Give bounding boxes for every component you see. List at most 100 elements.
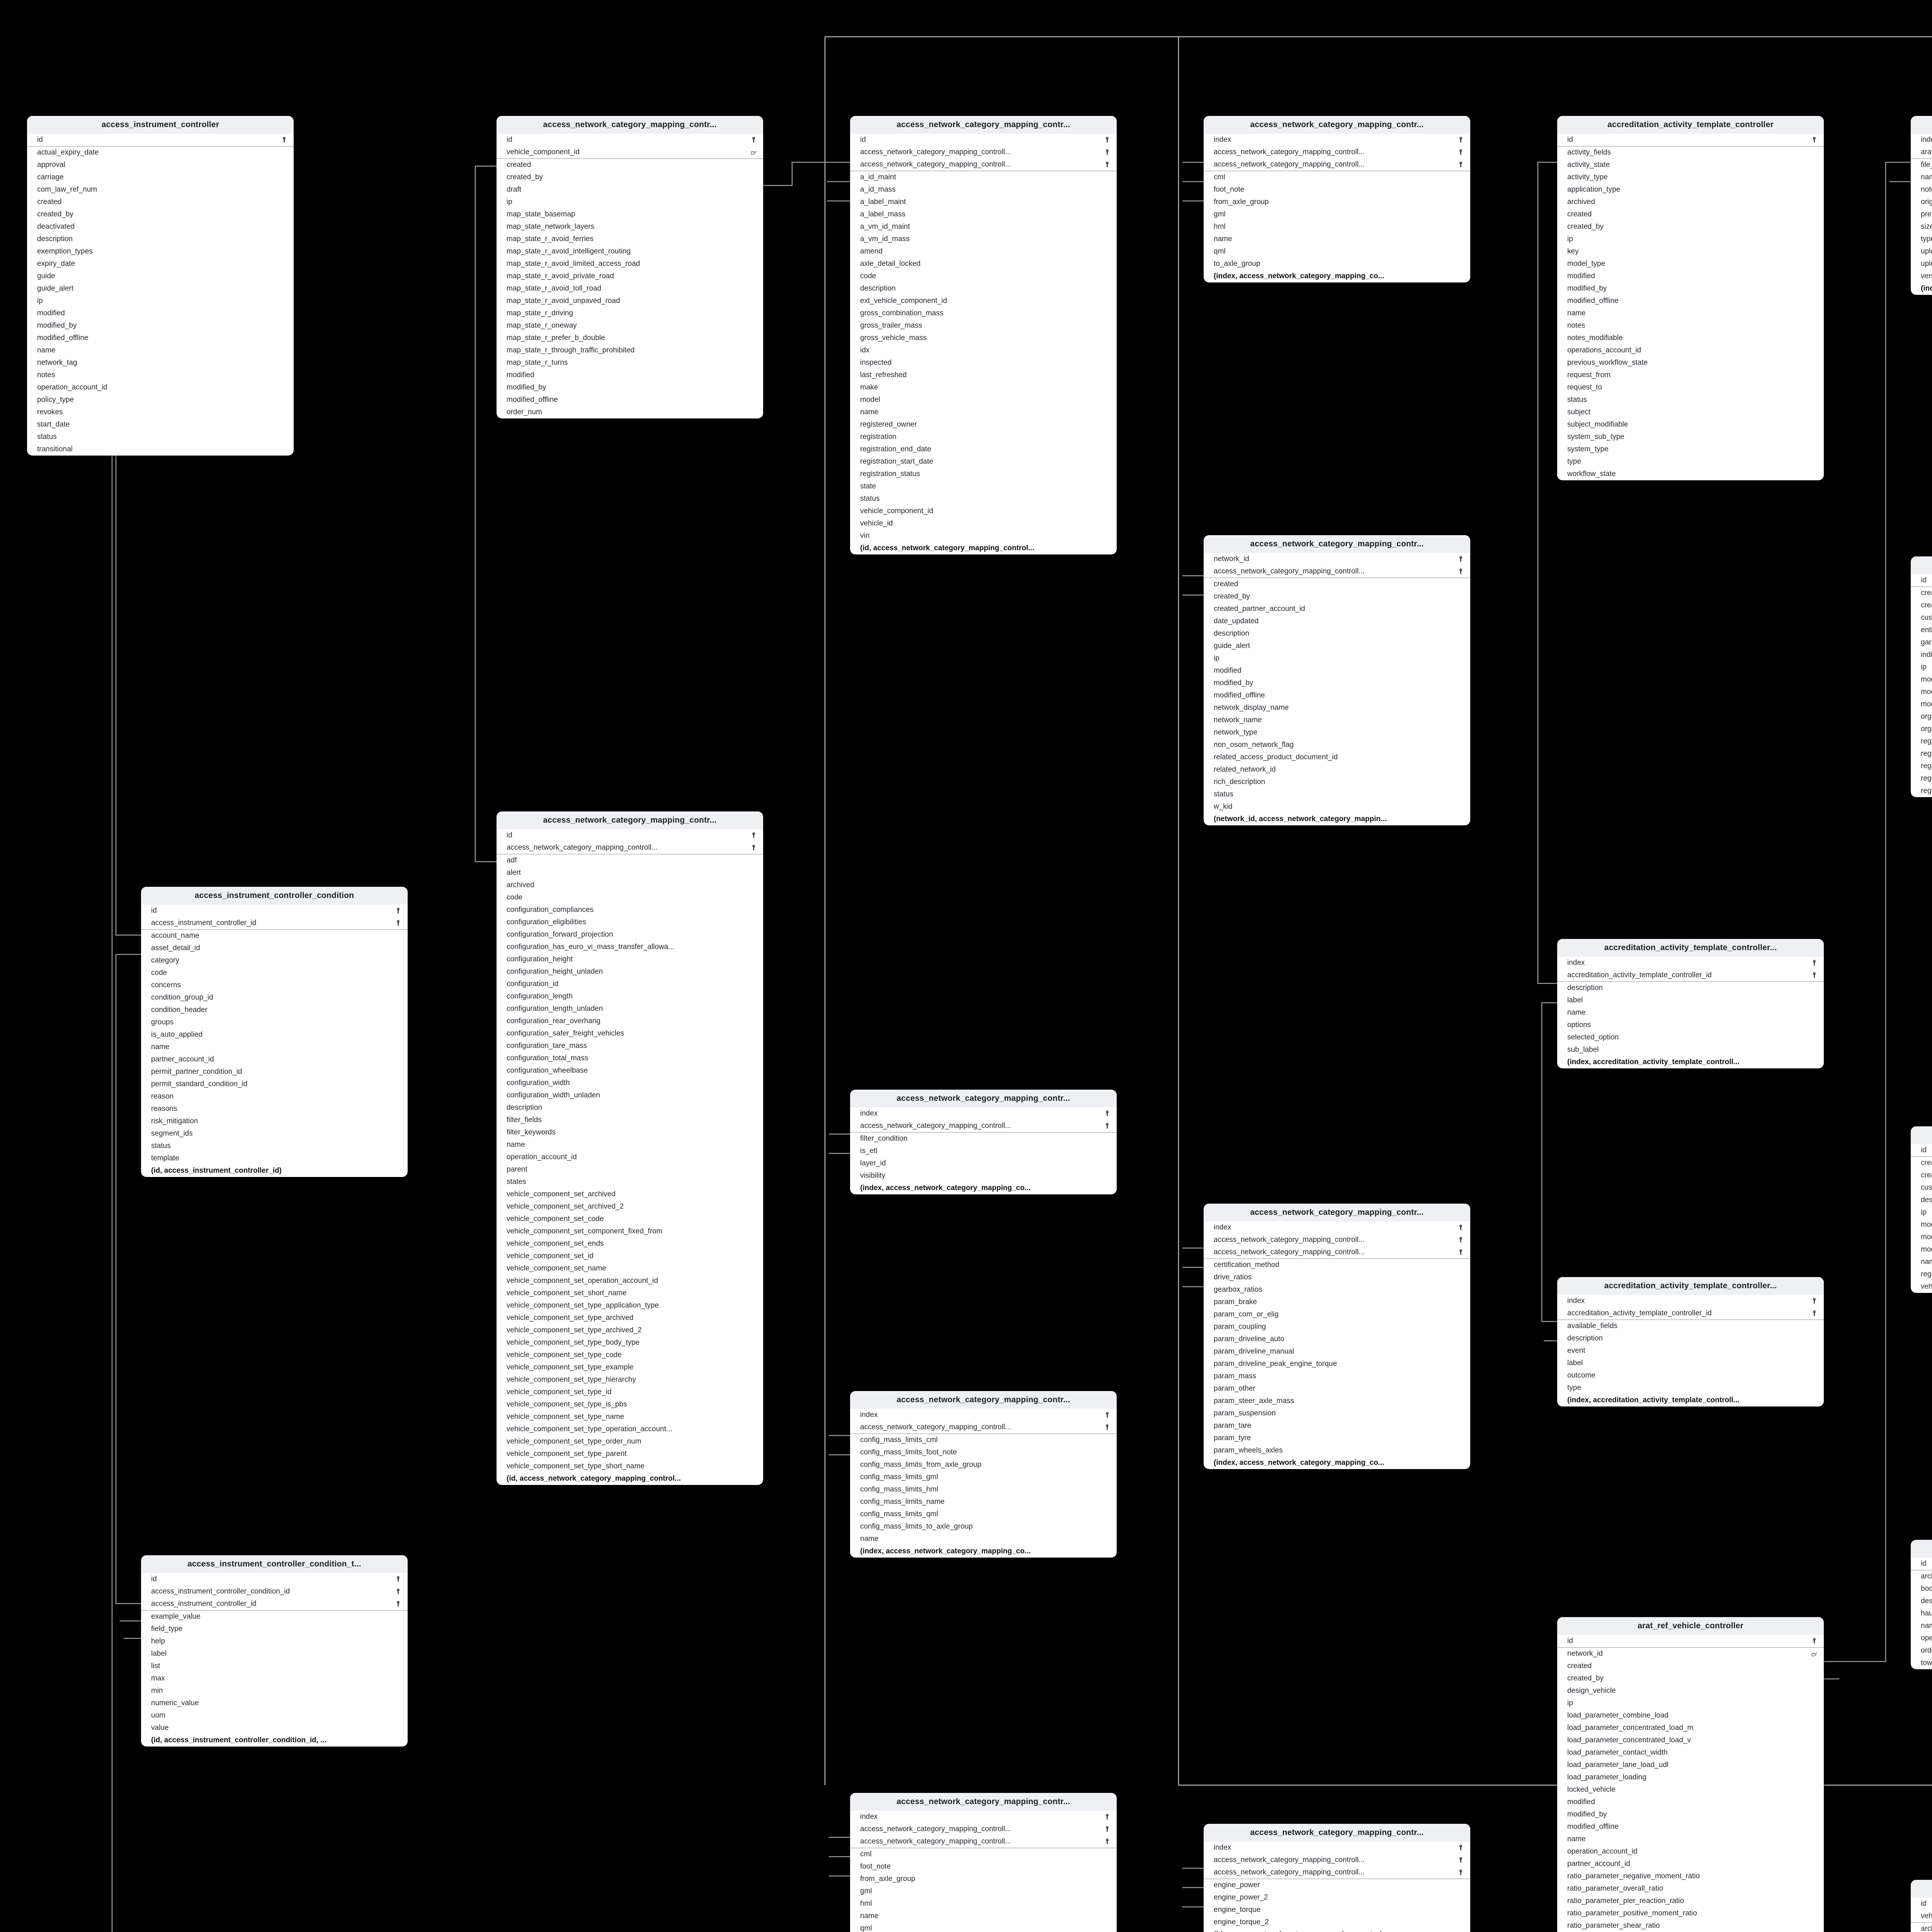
table-field-row[interactable]: load_parameter_concentrated_load_v — [1557, 1734, 1824, 1747]
table-field-row[interactable]: network_name — [1204, 714, 1470, 726]
table-field-row[interactable]: uom — [141, 1709, 408, 1722]
table-field-row[interactable]: param_other — [1204, 1383, 1470, 1395]
table-field-row[interactable]: vehicle_component_set_code — [497, 1213, 763, 1225]
table-field-row[interactable]: risk_mitigation — [141, 1115, 408, 1128]
table-field-row[interactable]: modified — [1204, 665, 1470, 677]
table-key-row[interactable]: id — [1911, 1144, 1932, 1156]
table-field-row[interactable]: ratio_parameter_overall_ratio — [1557, 1883, 1824, 1895]
table-field-row[interactable]: name — [1204, 233, 1470, 245]
table-field-row[interactable]: network_tag — [27, 357, 294, 369]
table-key-row[interactable]: access_network_category_mapping_controll… — [1204, 1234, 1470, 1246]
table-field-row[interactable]: operation_account_id — [27, 381, 294, 394]
table-key-row[interactable]: network_id — [1204, 553, 1470, 565]
table-field-row[interactable]: condition_group_id — [141, 992, 408, 1004]
table-field-row[interactable]: vin — [850, 530, 1117, 542]
table-field-row[interactable]: ip — [1204, 652, 1470, 665]
table-field-row[interactable]: param_brake — [1204, 1296, 1470, 1308]
table-field-row[interactable]: vehicle_component_set_component_fixed_fr… — [497, 1225, 763, 1238]
table-field-row[interactable]: engine_power — [1204, 1879, 1470, 1891]
table-key-row[interactable]: access_instrument_controller_id — [141, 1598, 408, 1610]
table-field-row[interactable]: cml — [850, 1848, 1117, 1861]
table-field-row[interactable]: gross_combination_mass — [850, 307, 1117, 320]
table-key-row[interactable]: id — [1911, 574, 1932, 587]
table-field-row[interactable]: a_id_mass — [850, 184, 1117, 196]
table-field-row[interactable]: previous_workflow_state — [1557, 357, 1824, 369]
table-field-row[interactable]: configuration_length_unladen — [497, 1003, 763, 1015]
table-key-row[interactable]: index — [850, 1107, 1117, 1120]
table-field-row[interactable]: vehicle_component_set_type_code — [497, 1349, 763, 1361]
table-field-row[interactable]: map_state_r_driving — [497, 307, 763, 320]
table-field-row[interactable]: vehicle_component_set_operation_account_… — [497, 1275, 763, 1287]
table-field-row[interactable]: archived — [1911, 1923, 1932, 1932]
table-field-row[interactable]: name — [1911, 171, 1932, 184]
table-field-row[interactable]: registration_plate_number — [1911, 785, 1932, 797]
table-field-row[interactable]: configuration_width — [497, 1077, 763, 1089]
table-field-row[interactable]: vehicle_component_set_type_hierarchy — [497, 1374, 763, 1386]
table-field-row[interactable]: alert — [497, 867, 763, 879]
table-key-row[interactable]: access_network_category_mapping_controll… — [850, 1421, 1117, 1434]
table-key-row[interactable]: accreditation_activity_template_controll… — [1557, 1307, 1824, 1320]
table-field-row[interactable]: status — [141, 1140, 408, 1152]
table-field-row[interactable]: name — [497, 1139, 763, 1151]
table-key-row[interactable]: access_network_category_mapping_controll… — [850, 1835, 1117, 1848]
er-table[interactable]: access_network_category_mapping_contr...… — [1204, 116, 1470, 282]
table-field-row[interactable]: ip — [497, 196, 763, 208]
table-field-row[interactable]: sub_label — [1557, 1044, 1824, 1056]
table-field-row[interactable]: created — [27, 196, 294, 208]
table-field-row[interactable]: configuration_eligibilities — [497, 916, 763, 929]
table-field-row[interactable]: name — [1557, 307, 1824, 320]
table-field-row[interactable]: configuration_length — [497, 990, 763, 1003]
table-field-row[interactable]: vehicle_component_set_type_name — [497, 1411, 763, 1423]
table-field-row[interactable]: gross_vehicle_mass — [850, 332, 1117, 344]
table-key-row[interactable]: access_instrument_controller_id — [141, 917, 408, 929]
table-field-row[interactable]: name — [1557, 1833, 1824, 1845]
table-field-row[interactable]: modified_by — [1911, 1231, 1932, 1243]
table-field-row[interactable]: a_vm_id_mass — [850, 233, 1117, 245]
table-field-row[interactable]: is_etl — [850, 1145, 1117, 1157]
table-field-row[interactable]: modified_offline — [27, 332, 294, 344]
table-field-row[interactable]: archived — [1557, 196, 1824, 208]
table-field-row[interactable]: rich_description — [1204, 776, 1470, 788]
table-field-row[interactable]: load_parameter_combine_load — [1557, 1709, 1824, 1722]
table-field-row[interactable]: archived — [1911, 1570, 1932, 1583]
table-field-row[interactable]: configuration_wheelbase — [497, 1065, 763, 1077]
table-field-row[interactable]: com_law_ref_num — [27, 184, 294, 196]
table-field-row[interactable]: registration — [850, 431, 1117, 443]
table-field-row[interactable]: filter_condition — [850, 1133, 1117, 1145]
table-field-row[interactable]: transitional — [27, 443, 294, 456]
table-field-row[interactable]: modified — [497, 369, 763, 381]
table-field-row[interactable]: a_vm_id_maint — [850, 221, 1117, 233]
er-table[interactable]: access_network_category_mapping_contr...… — [1204, 535, 1470, 825]
table-field-row[interactable]: field_type — [141, 1623, 408, 1635]
table-field-row[interactable]: vehicle_component_set_type_short_name — [497, 1460, 763, 1473]
table-field-row[interactable]: last_refreshed — [850, 369, 1117, 381]
table-field-row[interactable]: organisation_acn — [1911, 723, 1932, 735]
table-field-row[interactable]: activity_fields — [1557, 146, 1824, 159]
table-field-row[interactable]: note — [1911, 184, 1932, 196]
table-field-row[interactable]: start_date — [27, 418, 294, 431]
table-field-row[interactable]: config_mass_limits_hml — [850, 1483, 1117, 1496]
table-key-row[interactable]: index — [1557, 1295, 1824, 1307]
table-field-row[interactable]: ratio_parameter_positive_moment_ratio — [1557, 1907, 1824, 1920]
table-key-row[interactable]: index — [1204, 1221, 1470, 1234]
table-field-row[interactable]: foot_note — [1204, 184, 1470, 196]
table-field-row[interactable]: reason — [141, 1090, 408, 1103]
table-field-row[interactable]: customer_account_id — [1911, 1182, 1932, 1194]
table-field-row[interactable]: map_state_r_avoid_limited_access_road — [497, 258, 763, 270]
table-field-row[interactable]: options — [1557, 1019, 1824, 1031]
table-field-row[interactable]: config_mass_limits_cml — [850, 1434, 1117, 1446]
er-table[interactable]: access_network_category_mapping_contr...… — [497, 116, 763, 418]
table-field-row[interactable]: groups — [141, 1016, 408, 1029]
table-field-row[interactable]: name — [850, 406, 1117, 418]
er-table[interactable]: access_network_category_mapping_contr...… — [850, 1090, 1117, 1194]
table-field-row[interactable]: config_mass_limits_name — [850, 1496, 1117, 1508]
table-field-row[interactable]: amend — [850, 245, 1117, 258]
table-field-row[interactable]: modified_by — [497, 381, 763, 394]
table-field-row[interactable]: qml — [1204, 245, 1470, 258]
table-field-row[interactable]: created_by — [1911, 1169, 1932, 1182]
table-field-row[interactable]: file_group_id — [1911, 159, 1932, 171]
table-field-row[interactable]: code — [141, 967, 408, 979]
table-field-row[interactable]: event — [1557, 1345, 1824, 1357]
table-field-row[interactable]: guide — [27, 270, 294, 282]
